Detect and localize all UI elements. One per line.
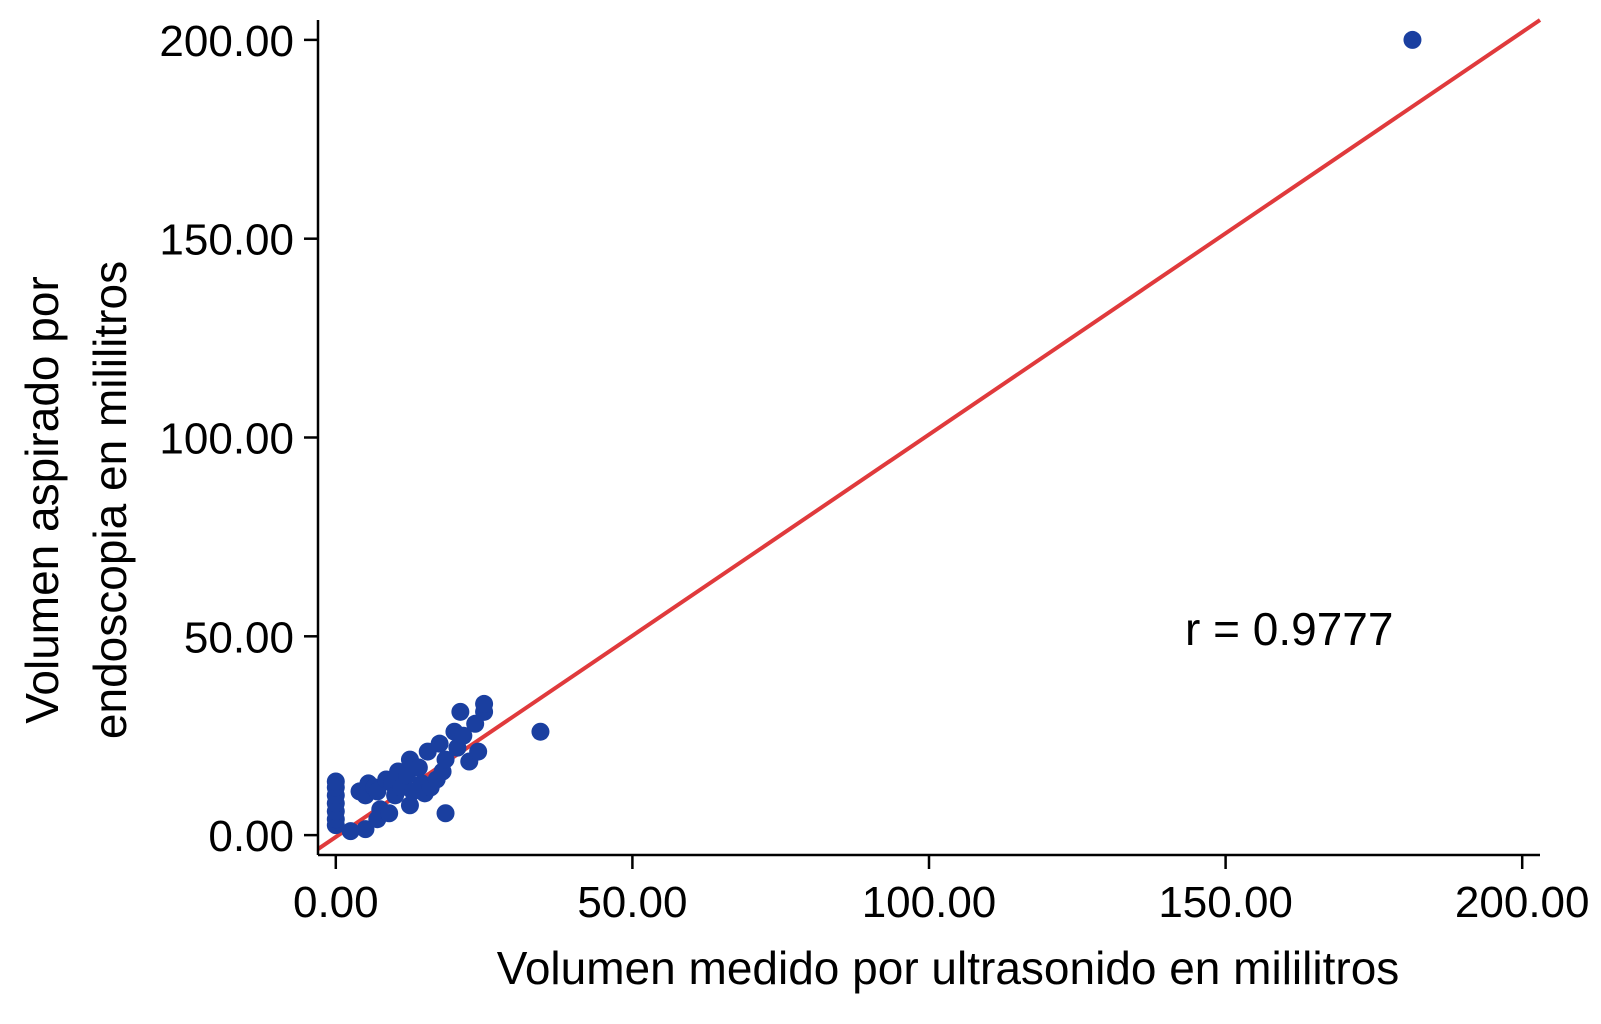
x-axis-title: Volumen medido por ultrasonido en milili… (497, 942, 1400, 994)
y-tick-label: 150.00 (159, 216, 294, 265)
data-point (469, 742, 488, 761)
data-point (454, 726, 473, 745)
x-tick-label: 50.00 (577, 878, 687, 927)
regression-line (316, 18, 1542, 851)
data-point (531, 722, 550, 741)
x-tick-label: 150.00 (1158, 878, 1293, 927)
data-point (326, 772, 345, 791)
data-point (380, 804, 399, 823)
data-point (409, 758, 428, 777)
y-tick-label: 50.00 (184, 613, 294, 662)
x-tick-label: 100.00 (862, 878, 997, 927)
data-point (451, 702, 470, 721)
y-tick-label: 100.00 (159, 415, 294, 464)
y-tick-label: 200.00 (159, 17, 294, 66)
y-tick-label: 0.00 (208, 812, 294, 861)
data-point (430, 734, 449, 753)
data-point (436, 750, 455, 769)
data-point (400, 796, 419, 815)
axes: 0.00 50.00 100.00 150.00 200.00 0.00 50.00 100.… (159, 17, 1589, 927)
data-point (436, 804, 455, 823)
y-axis-title: Volumen aspirado por endoscopia en milil… (16, 261, 136, 739)
x-tick-label: 200.00 (1455, 878, 1590, 927)
data-point (475, 694, 494, 713)
data-point (1403, 30, 1422, 49)
correlation-annotation: r = 0.9777 (1185, 603, 1393, 655)
plot-area (316, 18, 1542, 851)
y-axis-title-line-2: endoscopia en mililitros (84, 261, 136, 739)
y-axis-title-line-1: Volumen aspirado por (16, 276, 68, 724)
data-point (356, 820, 375, 839)
x-tick-label: 0.00 (293, 878, 379, 927)
data-point (341, 822, 360, 841)
